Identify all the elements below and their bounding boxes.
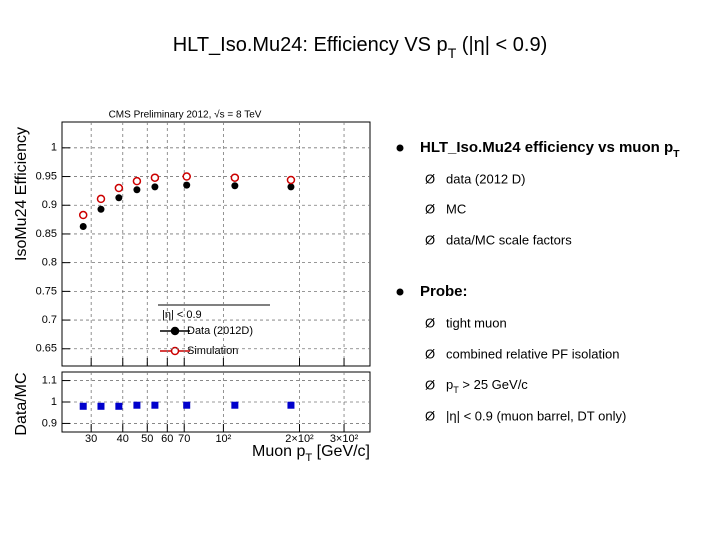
arrow: Ø: [425, 171, 435, 186]
bullet-dot: [396, 288, 404, 296]
marker: [115, 194, 123, 202]
arrow: Ø: [425, 377, 435, 392]
y-tick-label: 0.9: [42, 199, 57, 211]
legend-marker: [170, 346, 180, 356]
y-tick-label: 1.1: [42, 374, 57, 386]
y-tick-label: 0.85: [36, 228, 57, 240]
bullet-sub: T: [453, 385, 459, 395]
bullets: HLT_Iso.Mu24 efficiency vs muon pT Ø dat…: [396, 139, 680, 423]
x-tick-label: 60: [161, 433, 173, 445]
bullet-part: > 25 GeV/c: [459, 377, 529, 392]
marker: [286, 175, 296, 185]
marker: [150, 173, 160, 182]
x-tick-label: 30: [85, 433, 97, 445]
marker: [231, 182, 239, 190]
bullet-dot: [396, 144, 404, 152]
bullet-part: p: [446, 377, 453, 392]
y-tick-label: 0.75: [36, 285, 57, 297]
sub-bullet: tight muon: [446, 315, 507, 330]
plot-frame: [61, 121, 371, 367]
marker: [132, 176, 142, 186]
x-label-part: [GeV/c]: [312, 443, 370, 460]
marker: [151, 183, 159, 191]
bullet: Probe:: [420, 283, 468, 300]
legend: |η| < 0.9 Data (2012D) Simulation: [158, 304, 270, 357]
marker: [287, 183, 295, 191]
marker: [114, 183, 124, 193]
sub-bullet: MC: [446, 201, 466, 216]
legend-title: |η| < 0.9: [162, 309, 202, 321]
x-axis-label: Muon pT [GeV/c]: [252, 443, 370, 464]
marker: [183, 181, 191, 189]
title-part: HLT_Iso.Mu24: Efficiency VS p: [173, 34, 448, 56]
x-label-sub: T: [305, 452, 312, 464]
plot-frame: [61, 371, 371, 433]
x-label-part: Muon p: [252, 443, 305, 460]
marker: [133, 186, 141, 194]
y-tick-label: 1: [51, 142, 57, 154]
arrow: Ø: [425, 232, 435, 247]
bullet: HLT_Iso.Mu24 efficiency vs muon pT: [420, 139, 680, 160]
marker: [183, 401, 191, 409]
x-tick-label: 70: [178, 433, 190, 445]
title-sub: T: [448, 45, 457, 61]
sub-bullet: pT > 25 GeV/c: [446, 377, 528, 395]
y-tick-label: 1: [51, 396, 57, 408]
arrow: Ø: [425, 408, 435, 423]
sub-bullet: |η| < 0.9 (muon barrel, DT only): [446, 408, 626, 423]
bullet-sub: T: [673, 148, 680, 160]
x-tick-label: 2×10²: [285, 433, 314, 445]
sub-bullet: data/MC scale factors: [446, 232, 572, 247]
marker: [133, 401, 141, 409]
marker: [230, 173, 240, 182]
y-axis-label: IsoMu24 Efficiency: [13, 127, 30, 261]
y-axis-label: Data/MC: [13, 372, 30, 435]
marker: [115, 402, 123, 410]
sub-bullet: combined relative PF isolation: [446, 346, 619, 361]
arrow: Ø: [425, 346, 435, 361]
slide-title: HLT_Iso.Mu24: Efficiency VS pT (|η| < 0.…: [173, 34, 548, 60]
y-tick-label: 0.95: [36, 170, 57, 182]
x-tick-label: 50: [141, 433, 153, 445]
legend-label: Simulation: [187, 345, 238, 357]
arrow: Ø: [425, 201, 435, 216]
x-tick-label: 3×10²: [330, 433, 359, 445]
y-tick-label: 0.9: [42, 417, 57, 429]
marker: [79, 222, 87, 230]
legend-marker: [170, 326, 180, 336]
x-tick-label: 40: [117, 433, 129, 445]
marker: [97, 205, 105, 213]
series-group: [78, 172, 296, 230]
marker: [287, 401, 295, 409]
marker: [78, 210, 88, 220]
marker: [79, 402, 87, 410]
x-tick-label: 10²: [215, 433, 231, 445]
bullet-part: HLT_Iso.Mu24 efficiency vs muon p: [420, 139, 673, 156]
series-group: [79, 401, 295, 410]
y-tick-label: 0.7: [42, 314, 57, 326]
sub-bullet: data (2012 D): [446, 171, 526, 186]
marker: [97, 402, 105, 410]
y-tick-label: 0.65: [36, 343, 57, 355]
marker: [151, 401, 159, 409]
marker: [182, 172, 191, 181]
y-tick-label: 0.8: [42, 257, 57, 269]
arrow: Ø: [425, 315, 435, 330]
title-part: (|η| < 0.9): [456, 34, 547, 56]
annotation: CMS Preliminary 2012, √s = 8 TeV: [109, 109, 262, 121]
legend-label: Data (2012D): [187, 325, 253, 337]
marker: [96, 194, 106, 204]
marker: [231, 401, 239, 409]
